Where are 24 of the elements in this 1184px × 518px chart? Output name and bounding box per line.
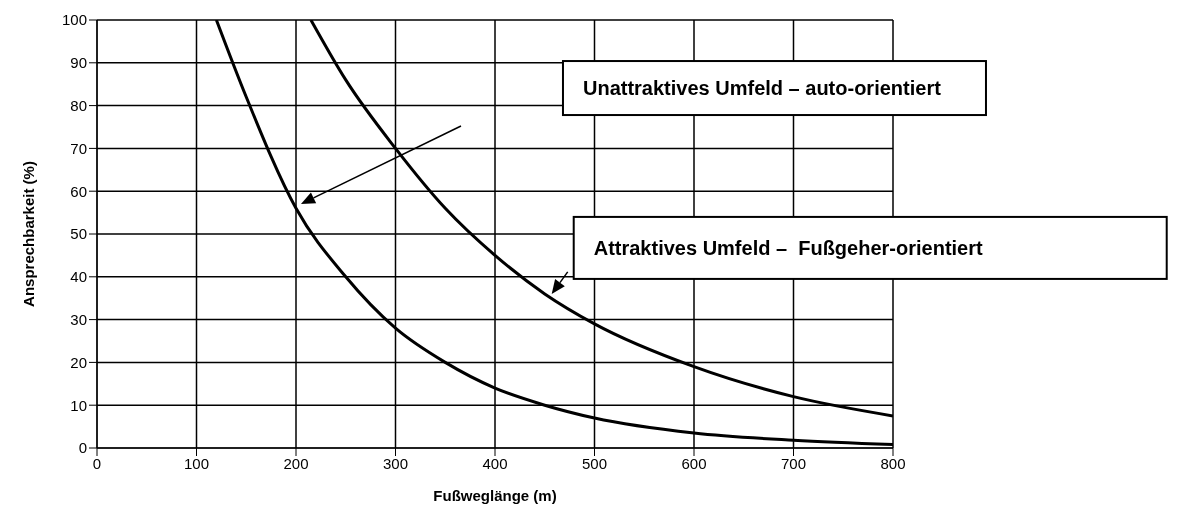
x-tick-label: 0 bbox=[92, 454, 102, 472]
x-tick-label: 400 bbox=[482, 454, 508, 472]
y-tick-label: 60 bbox=[70, 182, 87, 200]
y-tick-label: 50 bbox=[70, 225, 87, 243]
annotation: Attraktives Umfeld – Fußgeher-orientiert bbox=[593, 236, 984, 259]
x-tick-label: 700 bbox=[780, 454, 807, 472]
x-tick-label: 800 bbox=[880, 454, 906, 472]
x-tick-label: 300 bbox=[382, 454, 409, 472]
x-tick-label: 200 bbox=[283, 454, 309, 472]
y-tick-label: 20 bbox=[70, 353, 87, 371]
y-axis-title: Ansprechbarkeit (%) bbox=[20, 161, 38, 307]
x-tick-label: 100 bbox=[183, 454, 210, 472]
x-tick-label: 500 bbox=[581, 454, 608, 472]
y-tick-label: 90 bbox=[70, 54, 87, 72]
x-axis-title: Fußweglänge (m) bbox=[433, 487, 557, 504]
y-tick-label: 80 bbox=[70, 96, 87, 114]
y-tick-label: 40 bbox=[70, 268, 87, 286]
y-tick-label: 0 bbox=[78, 439, 87, 457]
y-tick-label: 30 bbox=[70, 310, 87, 328]
y-tick-label: 70 bbox=[70, 139, 87, 157]
annotation: Unattraktives Umfeld – auto-orientiert bbox=[582, 77, 942, 100]
x-tick-label: 600 bbox=[681, 454, 707, 472]
y-tick-label: 10 bbox=[70, 396, 87, 414]
y-tick-label: 100 bbox=[61, 11, 87, 29]
